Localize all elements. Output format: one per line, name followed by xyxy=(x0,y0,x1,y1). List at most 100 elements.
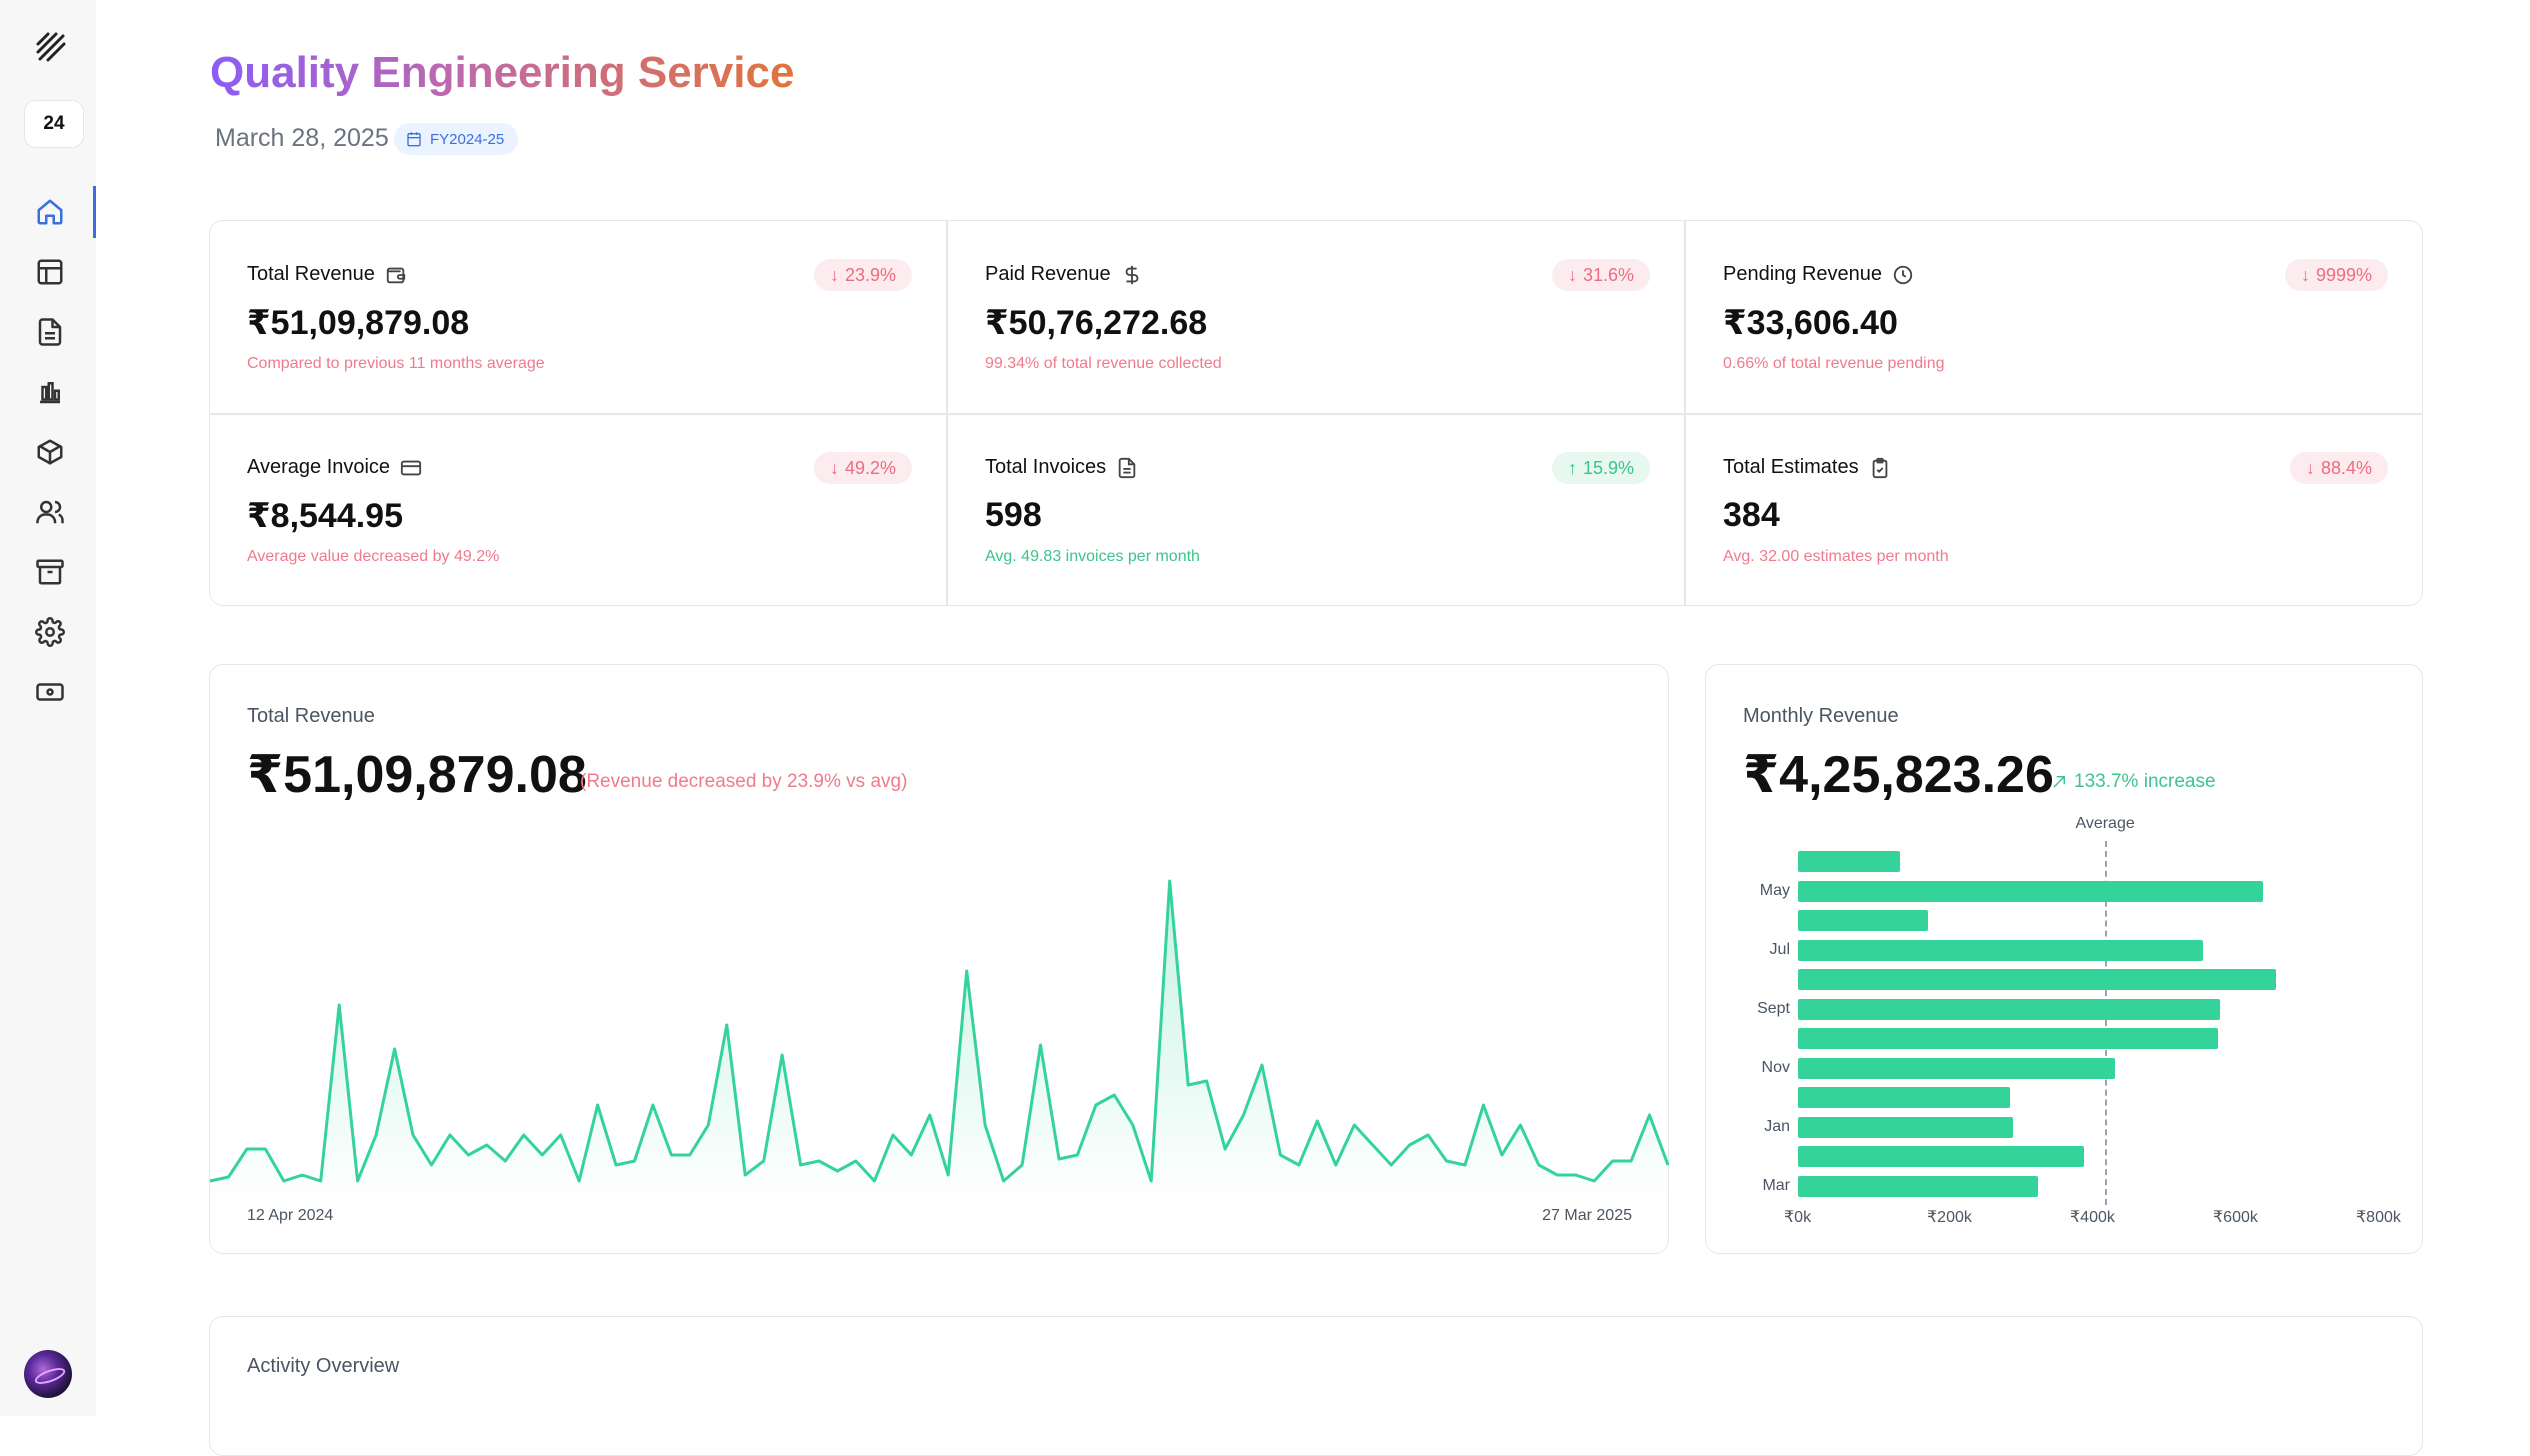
notification-count-badge[interactable]: 24 xyxy=(24,100,84,148)
banknote-icon[interactable] xyxy=(32,674,68,710)
y-tick-label: Sept xyxy=(1757,999,1790,1017)
kpi-change-value: 88.4% xyxy=(2320,457,2372,478)
trend-up-icon xyxy=(2053,776,2065,788)
y-tick-label: Nov xyxy=(1761,1058,1790,1076)
kpi-value: ₹8,544.95 xyxy=(247,497,404,535)
kpi-label: Pending Revenue xyxy=(1723,263,1883,285)
kpi-change-badge: ↓ 49.2% xyxy=(813,452,912,484)
kpi-subtext: Average value decreased by 49.2% xyxy=(247,548,500,565)
revenue-area-fill xyxy=(210,881,1668,1205)
bar-chart-icon[interactable] xyxy=(32,374,68,410)
arrow-up-icon: ↑ xyxy=(1567,457,1577,478)
card-value: ₹51,09,879.08 xyxy=(247,746,587,804)
kpi-panel: Total Revenue ₹51,09,879.08 Compared to … xyxy=(209,220,2423,606)
arrow-down-icon: ↓ xyxy=(829,264,839,285)
kpi-change-badge: ↓ 88.4% xyxy=(2289,452,2388,484)
kpi-change-badge: ↑ 15.9% xyxy=(1551,452,1650,484)
card-label: Total Revenue xyxy=(247,705,375,727)
x-tick-label: ₹0k xyxy=(1784,1209,1812,1226)
kpi-change-badge: ↓ 9999% xyxy=(2284,259,2388,291)
fiscal-year-label: FY2024-25 xyxy=(430,130,505,148)
bar-oct[interactable] xyxy=(1798,1028,2218,1049)
x-tick-label: ₹200k xyxy=(1927,1209,1972,1226)
package-icon[interactable] xyxy=(32,434,68,470)
revenue-series-line[interactable] xyxy=(209,879,1670,1183)
arrow-down-icon: ↓ xyxy=(829,457,839,478)
bar-may[interactable] xyxy=(1798,880,2263,902)
bar-dec[interactable] xyxy=(1798,1087,2011,1108)
kpi-value: 384 xyxy=(1723,496,1780,534)
file-text-icon xyxy=(1118,457,1136,478)
bar-feb[interactable] xyxy=(1798,1146,2084,1167)
fiscal-year-badge[interactable]: FY2024-25 xyxy=(394,123,519,155)
kpi-total-invoices: Total Invoices 598 Avg. 49.83 invoices p… xyxy=(948,414,1686,607)
kpi-label: Total Estimates xyxy=(1723,456,1859,478)
kpi-subtext: Avg. 49.83 invoices per month xyxy=(985,548,1200,565)
bar-jun[interactable] xyxy=(1798,910,1929,931)
users-icon[interactable] xyxy=(32,494,68,530)
dollar-icon xyxy=(1125,265,1138,284)
page-title: Quality Engineering Service xyxy=(210,48,795,97)
monthly-revenue-card: Monthly Revenue ₹4,25,823.26 133.7% incr… xyxy=(1705,664,2423,1254)
kpi-change-badge: ↓ 31.6% xyxy=(1551,259,1650,291)
kpi-divider xyxy=(210,413,2422,415)
kpi-value: ₹33,606.40 xyxy=(1723,304,1898,342)
kpi-value: ₹50,76,272.68 xyxy=(985,304,1208,342)
active-nav-indicator xyxy=(93,186,96,238)
kpi-change-value: 23.9% xyxy=(844,264,896,285)
sidebar: 24 xyxy=(0,0,96,1416)
bar-jan[interactable] xyxy=(1798,1116,2013,1138)
bar-jul[interactable] xyxy=(1798,939,2204,961)
home-icon[interactable] xyxy=(32,194,68,230)
kpi-label: Paid Revenue xyxy=(985,263,1111,285)
card-label: Activity Overview xyxy=(247,1355,400,1377)
kpi-value: ₹51,09,879.08 xyxy=(247,304,470,342)
logo-icon[interactable] xyxy=(34,30,68,64)
kpi-change-value: 49.2% xyxy=(844,457,896,478)
y-tick-label: Jan xyxy=(1764,1117,1790,1135)
card-note-text: 133.7% increase xyxy=(2074,771,2216,792)
average-line xyxy=(2105,841,2108,1205)
arrow-down-icon: ↓ xyxy=(1567,264,1577,285)
kpi-subtext: Avg. 32.00 estimates per month xyxy=(1723,548,1949,565)
document-icon[interactable] xyxy=(32,314,68,350)
kpi-value: 598 xyxy=(985,496,1042,534)
bar-nov[interactable] xyxy=(1798,1057,2116,1079)
table-icon[interactable] xyxy=(32,254,68,290)
settings-gear-icon[interactable] xyxy=(32,614,68,650)
kpi-average-invoice: Average Invoice ₹8,544.95 Average value … xyxy=(210,414,948,607)
kpi-change-value: 15.9% xyxy=(1582,457,1634,478)
bar-apr[interactable] xyxy=(1798,851,1900,872)
kpi-change-value: 31.6% xyxy=(1582,264,1634,285)
user-avatar[interactable] xyxy=(24,1350,72,1398)
x-axis-start-label: 12 Apr 2024 xyxy=(247,1207,334,1224)
bar-mar[interactable] xyxy=(1798,1175,2038,1197)
wallet-icon xyxy=(386,267,406,283)
bar-aug[interactable] xyxy=(1798,969,2276,990)
archive-icon[interactable] xyxy=(32,554,68,590)
kpi-label: Average Invoice xyxy=(247,456,391,478)
x-tick-label: ₹400k xyxy=(2070,1209,2115,1226)
y-tick-label: Mar xyxy=(1762,1176,1790,1194)
bar-sept[interactable] xyxy=(1798,998,2220,1020)
x-axis-end-label: 27 Mar 2025 xyxy=(1542,1207,1632,1224)
kpi-label: Total Revenue xyxy=(247,263,375,285)
clipboard-icon xyxy=(1872,457,1887,478)
average-line-label: Average xyxy=(2075,815,2135,832)
kpi-label: Total Invoices xyxy=(985,456,1107,478)
revenue-line-chart xyxy=(209,879,1670,1205)
credit-card-icon xyxy=(400,460,422,475)
kpi-total-estimates: Total Estimates 384 Avg. 32.00 estimates… xyxy=(1686,414,2424,607)
y-tick-label: May xyxy=(1759,881,1790,899)
clock-icon xyxy=(1893,265,1913,284)
kpi-total-revenue: Total Revenue ₹51,09,879.08 Compared to … xyxy=(210,221,948,414)
current-date: March 28, 2025 xyxy=(215,124,389,152)
card-value: ₹4,25,823.26 xyxy=(1743,746,2054,804)
kpi-pending-revenue: Pending Revenue ₹33,606.40 0.66% of tota… xyxy=(1686,221,2424,414)
arrow-down-icon: ↓ xyxy=(2305,457,2315,478)
x-tick-label: ₹800k xyxy=(2356,1209,2401,1226)
arrow-down-icon: ↓ xyxy=(2300,264,2310,285)
card-label: Monthly Revenue xyxy=(1743,705,1899,727)
kpi-subtext: 99.34% of total revenue collected xyxy=(985,355,1222,372)
kpi-subtext: Compared to previous 11 months average xyxy=(247,355,545,372)
